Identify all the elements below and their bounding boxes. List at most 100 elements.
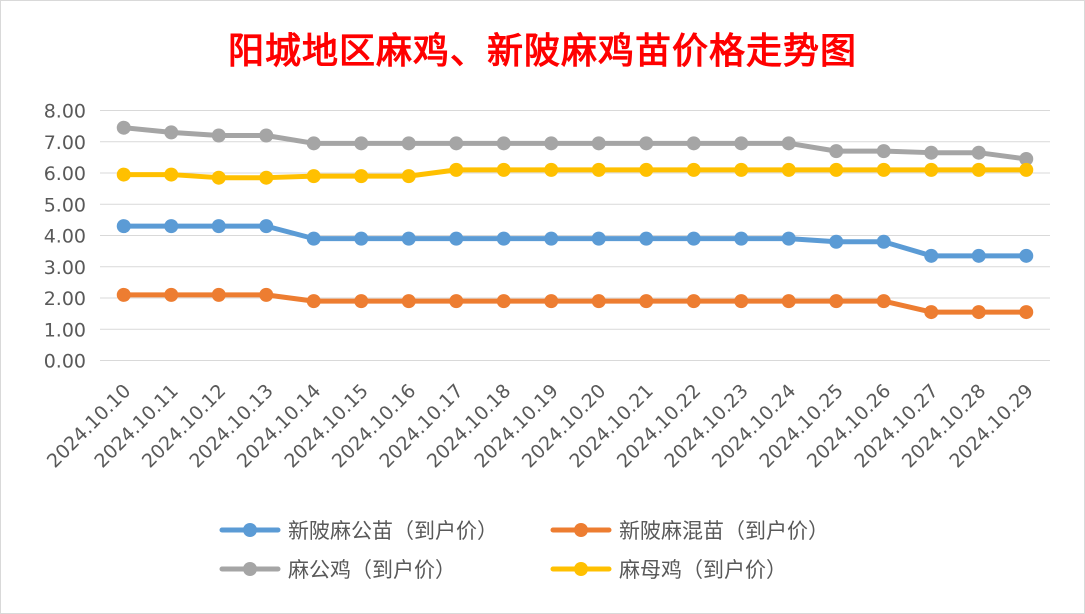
data-point — [544, 136, 559, 151]
data-point — [1019, 162, 1034, 177]
data-point — [639, 294, 654, 309]
data-point — [686, 136, 701, 151]
legend-item: 新陂麻混苗（到户价） — [550, 519, 829, 543]
data-point — [734, 162, 749, 177]
data-point — [306, 294, 321, 309]
data-point — [259, 219, 274, 234]
y-tick-label: 7.00 — [44, 132, 86, 154]
data-point — [164, 219, 179, 234]
data-point — [401, 294, 416, 309]
y-axis-ticks: 0.00 1.00 2.00 3.00 4.00 5.00 6.00 7.00 8.00 — [44, 101, 86, 373]
series-line — [121, 292, 1029, 315]
y-tick-label: 6.00 — [44, 163, 86, 185]
data-point — [924, 248, 939, 263]
data-point — [259, 170, 274, 185]
series-3 — [116, 120, 1034, 166]
series-4 — [116, 162, 1034, 185]
data-point — [829, 144, 844, 159]
data-point — [306, 231, 321, 246]
data-point — [1019, 248, 1034, 263]
legend-marker — [243, 562, 257, 576]
data-point — [781, 231, 796, 246]
data-point — [401, 231, 416, 246]
data-point — [924, 145, 939, 160]
data-point — [544, 231, 559, 246]
data-point — [116, 167, 131, 182]
data-point — [449, 294, 464, 309]
data-point — [496, 162, 511, 177]
data-point — [401, 169, 416, 184]
data-point — [211, 219, 226, 234]
data-point — [164, 287, 179, 302]
data-point — [781, 294, 796, 309]
legend-item: 麻公鸡（到户价） — [219, 558, 456, 582]
data-point — [306, 136, 321, 151]
data-point — [686, 162, 701, 177]
data-point — [591, 231, 606, 246]
data-point — [734, 231, 749, 246]
data-point — [971, 162, 986, 177]
series-line — [121, 223, 1029, 259]
data-point — [259, 128, 274, 143]
legend-marker — [243, 523, 257, 537]
legend-item: 新陂麻公苗（到户价） — [219, 519, 498, 543]
legend-label: 麻公鸡（到户价） — [288, 558, 456, 582]
series-2 — [116, 287, 1034, 320]
data-point — [971, 248, 986, 263]
series-lines — [116, 120, 1034, 320]
data-point — [876, 294, 891, 309]
legend-label: 新陂麻混苗（到户价） — [619, 519, 829, 543]
data-point — [116, 287, 131, 302]
data-point — [829, 162, 844, 177]
data-point — [781, 162, 796, 177]
data-point — [876, 162, 891, 177]
x-axis-ticks: 2024.10.102024.10.112024.10.122024.10.13… — [43, 380, 1038, 472]
y-tick-label: 4.00 — [44, 226, 86, 248]
chart-title: 阳城地区麻鸡、新陂麻鸡苗价格走势图 — [227, 30, 857, 72]
data-point — [164, 125, 179, 140]
data-point — [591, 294, 606, 309]
data-point — [401, 136, 416, 151]
legend-marker — [574, 523, 588, 537]
series-line — [121, 125, 1029, 162]
data-point — [544, 162, 559, 177]
data-point — [354, 231, 369, 246]
data-point — [449, 231, 464, 246]
data-point — [734, 294, 749, 309]
data-point — [354, 169, 369, 184]
legend: 新陂麻公苗（到户价） 新陂麻混苗（到户价） 麻公鸡（到户价） 麻母鸡（到户价） — [219, 519, 829, 582]
data-point — [591, 136, 606, 151]
data-point — [971, 305, 986, 320]
y-tick-label: 1.00 — [44, 319, 86, 341]
data-point — [211, 128, 226, 143]
series-line — [121, 167, 1029, 181]
data-point — [686, 231, 701, 246]
y-tick-label: 0.00 — [44, 351, 86, 373]
data-point — [496, 294, 511, 309]
legend-marker — [574, 562, 588, 576]
data-point — [686, 294, 701, 309]
data-point — [734, 136, 749, 151]
data-point — [639, 231, 654, 246]
data-point — [164, 167, 179, 182]
series-1 — [116, 219, 1034, 263]
data-point — [211, 170, 226, 185]
data-point — [449, 162, 464, 177]
data-point — [591, 162, 606, 177]
data-point — [496, 231, 511, 246]
data-point — [259, 287, 274, 302]
data-point — [876, 234, 891, 249]
data-point — [496, 136, 511, 151]
data-point — [781, 136, 796, 151]
data-point — [829, 294, 844, 309]
data-point — [924, 305, 939, 320]
data-point — [116, 219, 131, 234]
data-point — [449, 136, 464, 151]
data-point — [306, 169, 321, 184]
legend-label: 新陂麻公苗（到户价） — [288, 519, 498, 543]
data-point — [1019, 151, 1034, 166]
y-tick-label: 2.00 — [44, 288, 86, 310]
legend-item: 麻母鸡（到户价） — [550, 558, 787, 582]
gridlines — [100, 110, 1050, 361]
